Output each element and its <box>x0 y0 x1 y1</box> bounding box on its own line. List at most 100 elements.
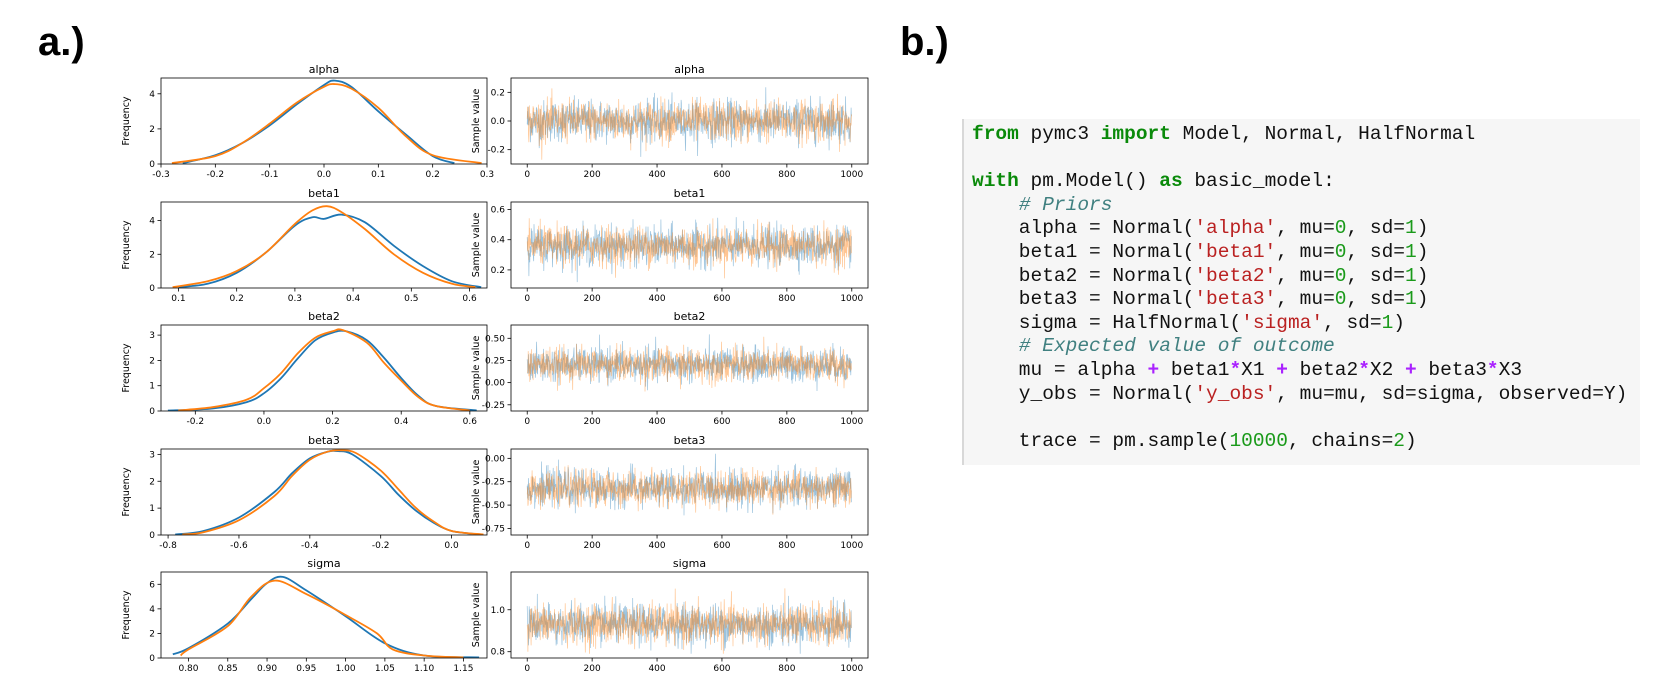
x-tick-label: 400 <box>648 170 665 180</box>
code-line: sigma = HalfNormal('sigma', sd=1) <box>972 312 1640 336</box>
x-tick-label: -0.2 <box>207 170 225 180</box>
code-token: 'beta1' <box>1194 240 1277 263</box>
x-tick-label: 0.80 <box>178 664 198 674</box>
subplot-title: beta1 <box>308 187 340 200</box>
x-tick-label: 400 <box>648 294 665 304</box>
code-token: X2 <box>1369 358 1405 381</box>
x-tick-label: 0.3 <box>480 170 494 180</box>
subplot-sigma-density: sigma Frequency 0.80 0.85 0.90 0.95 1.00 1.05 1.… <box>121 557 488 674</box>
x-tick-label: 0.6 <box>463 417 478 427</box>
y-axis-label: Sample value <box>471 336 482 401</box>
plot-area <box>526 334 852 392</box>
code-token: 1 <box>1405 240 1417 263</box>
code-token: 'alpha' <box>1194 217 1277 240</box>
trace-line-chain-1 <box>526 334 852 392</box>
subplot-title: sigma <box>673 557 706 570</box>
y-axis-label: Sample value <box>471 213 482 278</box>
code-token: trace = pm.sample( <box>972 429 1230 452</box>
code-token: pm.Model() <box>1018 170 1160 193</box>
x-tick-label: 800 <box>778 541 795 551</box>
plot-area <box>526 217 852 283</box>
x-tick-label: 800 <box>778 664 795 674</box>
code-token: # Priors <box>1018 193 1113 216</box>
x-tick-label: 0.0 <box>257 417 272 427</box>
code-token: 0 <box>1334 288 1347 311</box>
x-tick-label: 0.2 <box>426 170 440 180</box>
x-tick-label: 0.2 <box>230 294 244 304</box>
subplot-title: beta2 <box>674 310 706 323</box>
y-tick-label: 4 <box>149 90 155 100</box>
y-axis-label: Frequency <box>121 220 132 269</box>
code-token: # Expected value of outcome <box>1018 335 1335 358</box>
x-tick-label: 200 <box>584 417 601 427</box>
code-token <box>972 194 1019 216</box>
code-token: 0 <box>1334 240 1347 263</box>
y-tick-label: -0.50 <box>482 501 506 511</box>
y-axis-label: Sample value <box>471 89 482 154</box>
y-tick-label: 2 <box>149 477 155 487</box>
y-tick-label: -0.2 <box>487 146 505 156</box>
x-tick-label: 600 <box>713 294 730 304</box>
subplot-beta1-trace: beta1 Sample value 0 200 400 600 800 1000 0.2 0.4… <box>471 187 869 304</box>
x-tick-label: 600 <box>713 541 730 551</box>
axes-frame <box>160 448 488 536</box>
x-tick-label: 0 <box>524 541 530 551</box>
axes-frame <box>160 324 488 412</box>
code-token: beta1 = Normal( <box>972 240 1195 263</box>
code-line: mu = alpha + beta1*X1 + beta2*X2 + beta3… <box>972 359 1640 383</box>
code-token: as <box>1159 170 1183 193</box>
code-line: # Priors <box>972 194 1640 218</box>
density-line-series-2 <box>172 205 476 288</box>
y-axis-label: Frequency <box>121 467 132 516</box>
y-tick-label: 2 <box>149 356 155 366</box>
code-token: , sd= <box>1346 217 1405 240</box>
density-line-series-2 <box>180 579 464 658</box>
y-axis-label: Frequency <box>121 343 132 392</box>
subplot-alpha-trace: alpha Sample value 0 200 400 600 800 1000 -0.2 0.… <box>471 63 869 180</box>
x-tick-label: 600 <box>713 664 730 674</box>
code-line <box>972 406 1640 430</box>
code-token: , mu= <box>1276 217 1335 240</box>
subplot-title: alpha <box>674 63 705 76</box>
subplot-title: alpha <box>309 63 340 76</box>
x-tick-label: 1000 <box>840 170 863 180</box>
x-tick-label: 0.4 <box>346 294 361 304</box>
code-token: * <box>1229 358 1242 381</box>
subplot-beta3-density: beta3 Frequency -0.8 -0.6 -0.4 -0.2 0.0 0 1 2 3 <box>121 434 488 551</box>
trace-line-chain-1 <box>526 217 852 283</box>
axes-frame <box>510 201 869 289</box>
x-tick-label: 0.1 <box>171 294 185 304</box>
code-token: 0 <box>1334 264 1347 287</box>
plot-area <box>167 328 477 411</box>
subplot-beta1-density: beta1 Frequency 0.1 0.2 0.3 0.4 0.5 0.6 0 2 4 <box>121 187 488 304</box>
code-token: beta3 = Normal( <box>972 288 1195 311</box>
panel-label-a: a.) <box>38 20 85 64</box>
x-tick-label: 600 <box>713 170 730 180</box>
code-token: beta2 = Normal( <box>972 264 1195 287</box>
axes-frame <box>510 571 869 659</box>
plot-area <box>171 79 482 164</box>
y-tick-label: 0.6 <box>491 206 506 216</box>
y-tick-label: 0 <box>149 160 155 170</box>
y-tick-label: 0.00 <box>485 454 505 464</box>
y-tick-label: 2 <box>149 629 155 639</box>
code-token: , sd= <box>1346 264 1405 287</box>
x-tick-label: 0.85 <box>218 664 238 674</box>
axes-frame <box>510 448 869 536</box>
axes-frame <box>160 201 488 289</box>
subplot-beta2-density: beta2 Frequency -0.2 0.0 0.2 0.4 0.6 0 1 2 3 <box>121 310 488 427</box>
code-token: , mu= <box>1276 264 1335 287</box>
y-tick-label: 0 <box>149 531 155 541</box>
x-tick-label: -0.8 <box>159 541 177 551</box>
axes-frame <box>160 571 488 659</box>
y-tick-label: 2 <box>149 125 155 135</box>
code-token: , mu= <box>1276 288 1335 311</box>
code-token: ) <box>1416 240 1429 263</box>
x-tick-label: 800 <box>778 417 795 427</box>
y-tick-label: 3 <box>149 331 155 341</box>
code-cell: from pymc3 import Model, Normal, HalfNor… <box>962 119 1640 465</box>
code-token: 1 <box>1381 311 1394 334</box>
y-tick-label: 4 <box>149 605 155 615</box>
x-tick-label: 400 <box>648 664 665 674</box>
x-tick-label: 200 <box>584 294 601 304</box>
